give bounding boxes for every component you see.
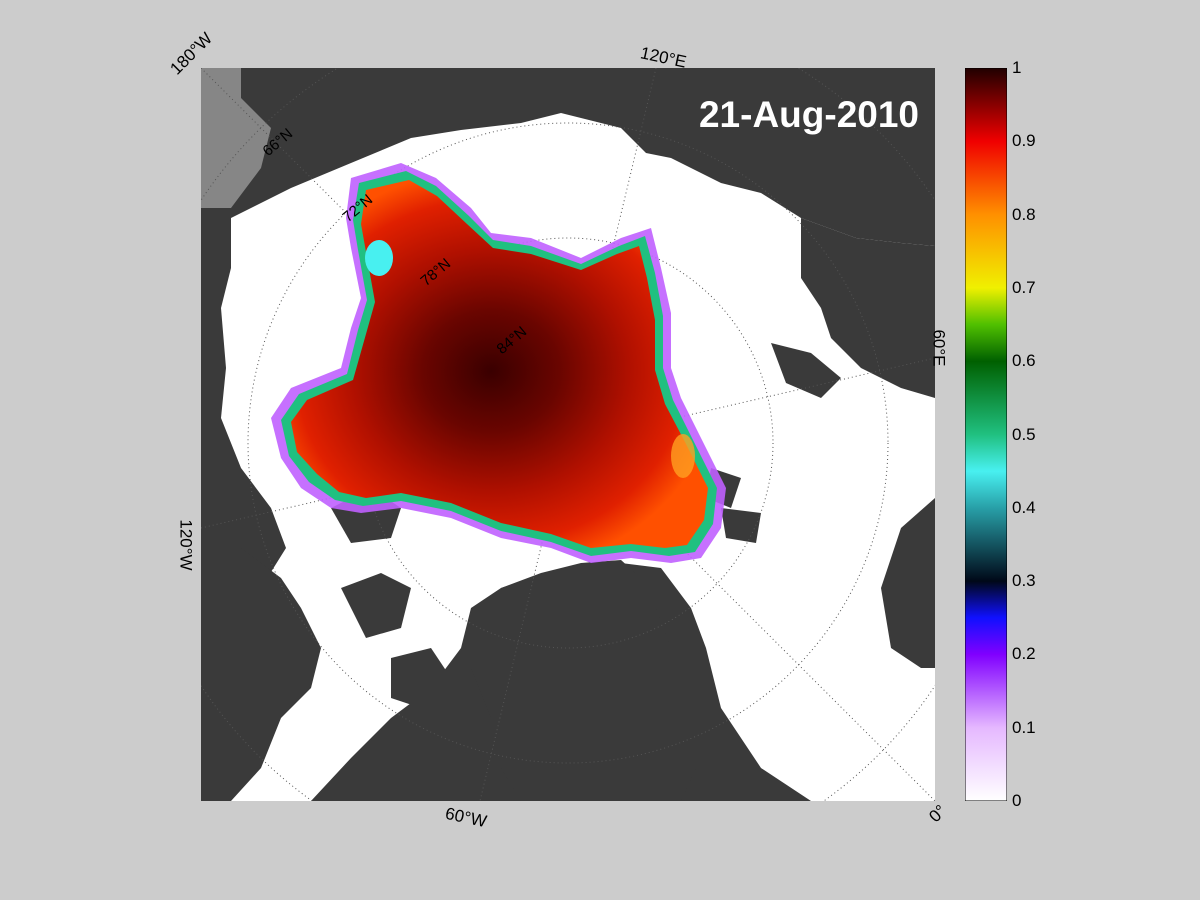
colorbar-tick-label: 0.7 bbox=[1012, 277, 1036, 297]
greenland bbox=[471, 560, 701, 801]
colorbar-tick-label: 0.4 bbox=[1012, 497, 1036, 517]
land-light-patch bbox=[201, 68, 271, 208]
colorbar bbox=[964, 67, 1008, 802]
colorbar-tick-label: 0.8 bbox=[1012, 204, 1036, 224]
sea-ice-map: 21-Aug-2010 66°N 72°N 78°N 84°N bbox=[201, 68, 935, 801]
colorbar-tick-label: 0.3 bbox=[1012, 571, 1036, 591]
date-title: 21-Aug-2010 bbox=[698, 94, 919, 135]
eurasia-coast bbox=[801, 218, 935, 398]
lon-label-60w: 60°W bbox=[443, 803, 489, 832]
colorbar-tick-label: 0.2 bbox=[1012, 644, 1036, 664]
sea-ice-mid-concentration-patch bbox=[671, 434, 695, 478]
colorbar-tick-label: 0.5 bbox=[1012, 424, 1036, 444]
colorbar-tick-label: 0.6 bbox=[1012, 351, 1036, 371]
lon-label-0: 0° bbox=[925, 801, 951, 827]
lon-label-60e: 60°E bbox=[929, 329, 949, 367]
colorbar-gradient bbox=[964, 67, 1008, 802]
map-canvas bbox=[201, 68, 935, 801]
sea-ice-pack bbox=[291, 180, 708, 548]
scandinavia bbox=[881, 498, 935, 668]
colorbar-tick-label: 0 bbox=[1012, 791, 1022, 810]
colorbar-tick-label: 0.1 bbox=[1012, 717, 1036, 737]
lon-label-120w: 120°W bbox=[176, 519, 196, 571]
sea-ice-low-concentration-patch bbox=[365, 240, 393, 276]
colorbar-tick-label: 1 bbox=[1012, 58, 1022, 77]
colorbar-tick-label: 0.9 bbox=[1012, 131, 1036, 151]
svalbard bbox=[771, 343, 841, 398]
